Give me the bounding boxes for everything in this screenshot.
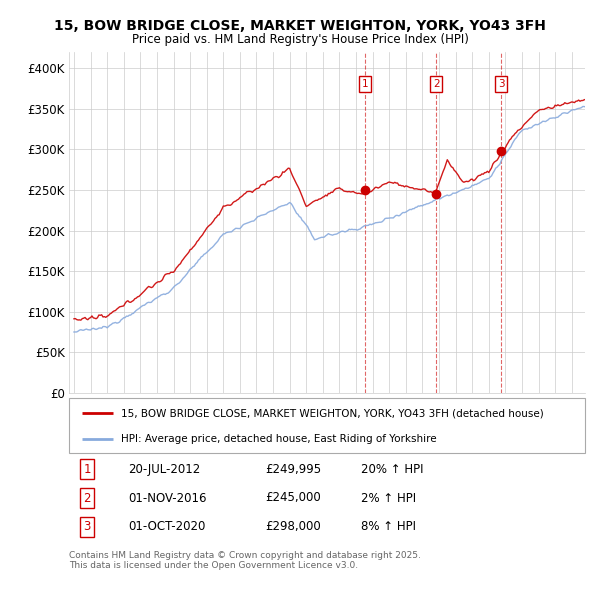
Text: 1: 1 [83, 463, 91, 476]
Text: 1: 1 [362, 80, 368, 90]
Text: 8% ↑ HPI: 8% ↑ HPI [361, 520, 416, 533]
Text: 3: 3 [83, 520, 91, 533]
Text: £245,000: £245,000 [265, 491, 321, 504]
Text: 01-NOV-2016: 01-NOV-2016 [128, 491, 207, 504]
Text: £298,000: £298,000 [265, 520, 321, 533]
Text: 01-OCT-2020: 01-OCT-2020 [128, 520, 206, 533]
Text: 15, BOW BRIDGE CLOSE, MARKET WEIGHTON, YORK, YO43 3FH: 15, BOW BRIDGE CLOSE, MARKET WEIGHTON, Y… [54, 19, 546, 33]
Text: 20-JUL-2012: 20-JUL-2012 [128, 463, 200, 476]
Text: 2% ↑ HPI: 2% ↑ HPI [361, 491, 416, 504]
Text: 15, BOW BRIDGE CLOSE, MARKET WEIGHTON, YORK, YO43 3FH (detached house): 15, BOW BRIDGE CLOSE, MARKET WEIGHTON, Y… [121, 408, 544, 418]
Text: 2: 2 [83, 491, 91, 504]
Text: 2: 2 [433, 80, 439, 90]
Text: Contains HM Land Registry data © Crown copyright and database right 2025.
This d: Contains HM Land Registry data © Crown c… [69, 551, 421, 571]
Text: HPI: Average price, detached house, East Riding of Yorkshire: HPI: Average price, detached house, East… [121, 434, 436, 444]
Text: Price paid vs. HM Land Registry's House Price Index (HPI): Price paid vs. HM Land Registry's House … [131, 33, 469, 46]
Text: £249,995: £249,995 [265, 463, 321, 476]
Text: 3: 3 [498, 80, 505, 90]
Text: 20% ↑ HPI: 20% ↑ HPI [361, 463, 423, 476]
